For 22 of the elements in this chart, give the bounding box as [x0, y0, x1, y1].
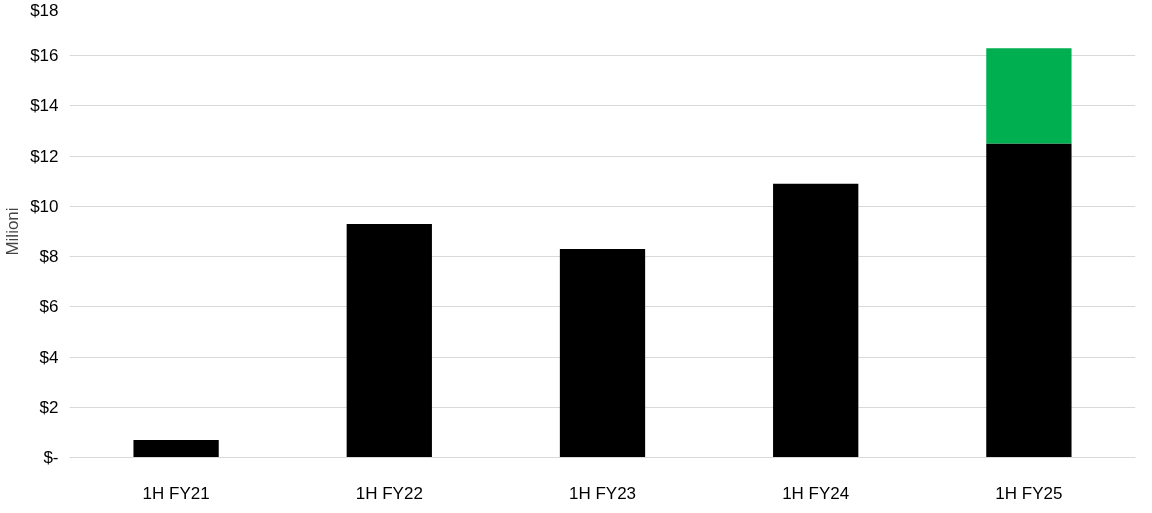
bar	[986, 48, 1072, 144]
x-tick-label: 1H FY22	[355, 483, 423, 503]
bar	[559, 249, 646, 458]
y-tick-label: $8	[39, 247, 59, 267]
y-tick-label: $6	[39, 297, 59, 317]
y-tick-label: $16	[30, 46, 59, 66]
x-tick-label: 1H FY24	[782, 483, 850, 503]
y-tick-label: $4	[39, 347, 59, 367]
bar	[346, 223, 432, 458]
bar	[133, 439, 219, 458]
bar	[986, 143, 1072, 458]
x-tick-label: 1H FY23	[568, 483, 637, 503]
x-tick-label: 1H FY25	[995, 483, 1063, 503]
y-tick-label: $12	[30, 146, 59, 166]
y-tick-label: $2	[39, 397, 59, 417]
y-axis-title: Milioni	[3, 207, 23, 256]
y-tick-label: $14	[30, 96, 59, 116]
bar	[773, 183, 859, 458]
y-tick-label: $18	[30, 0, 59, 20]
y-tick-label: $-	[43, 448, 59, 467]
x-tick-label: 1H FY21	[142, 483, 210, 503]
y-tick-label: $10	[30, 196, 59, 216]
